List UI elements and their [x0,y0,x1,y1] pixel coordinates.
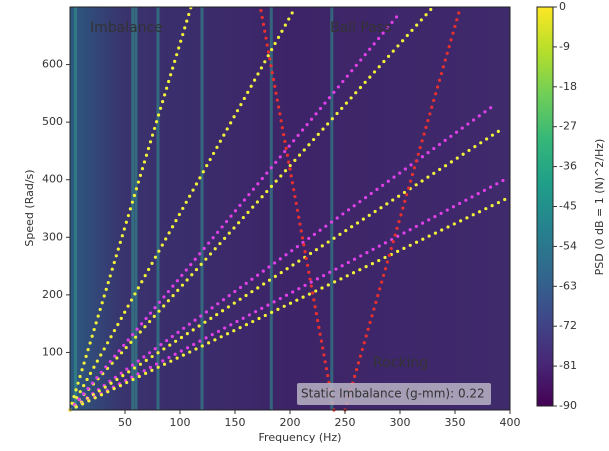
annotation: Ball Pass [330,20,391,36]
colorbar-tick-label: -81 [559,359,577,372]
colorbar-tick-label: -45 [559,200,577,213]
y-axis-label: Speed (Rad/s) [23,169,36,246]
annotation-box [297,383,491,405]
colorbar-tick-label: -54 [559,239,577,252]
x-tick-label: 200 [280,416,301,429]
y-tick-label: 600 [42,58,63,71]
x-tick-label: 50 [118,416,132,429]
y-tick-label: 300 [42,230,63,243]
order-line [68,195,512,412]
x-tick-label: 250 [335,416,356,429]
order-line [68,5,298,412]
plot-background [70,7,510,410]
colorbar-tick-label: -9 [559,40,570,53]
order-line [68,178,507,412]
order-line [68,5,193,412]
annotation: Static Imbalance (g-mm): 0.22 [301,387,485,401]
order-line [68,11,402,412]
colorbar-tick-label: -63 [559,279,577,292]
colorbar [536,6,554,407]
colorbar-tick-label: -90 [559,399,577,412]
y-tick-label: 500 [42,115,63,128]
colorbar-tick-label: -36 [559,160,577,173]
order-line [258,5,336,412]
y-tick-label: 400 [42,173,63,186]
colorbar-tick-label: -72 [559,319,577,332]
x-axis-label: Frequency (Hz) [259,431,342,444]
annotation: Imbalance [90,20,163,36]
x-tick-label: 300 [390,416,411,429]
order-line [68,128,502,412]
x-tick-label: 150 [225,416,246,429]
order-line [343,5,463,412]
y-tick-label: 200 [42,288,63,301]
colorbar-label: PSD (0 dB = 1 (N)^2/Hz) [593,139,606,276]
colorbar-tick-label: -27 [559,120,577,133]
order-line [68,5,435,412]
colorbar-tick-label: -18 [559,80,577,93]
x-tick-label: 100 [170,416,191,429]
x-tick-label: 350 [445,416,466,429]
colorbar-tick-label: 0 [559,0,566,13]
annotation: Rocking [373,355,428,371]
y-tick-label: 100 [42,345,63,358]
x-tick-label: 400 [500,416,521,429]
